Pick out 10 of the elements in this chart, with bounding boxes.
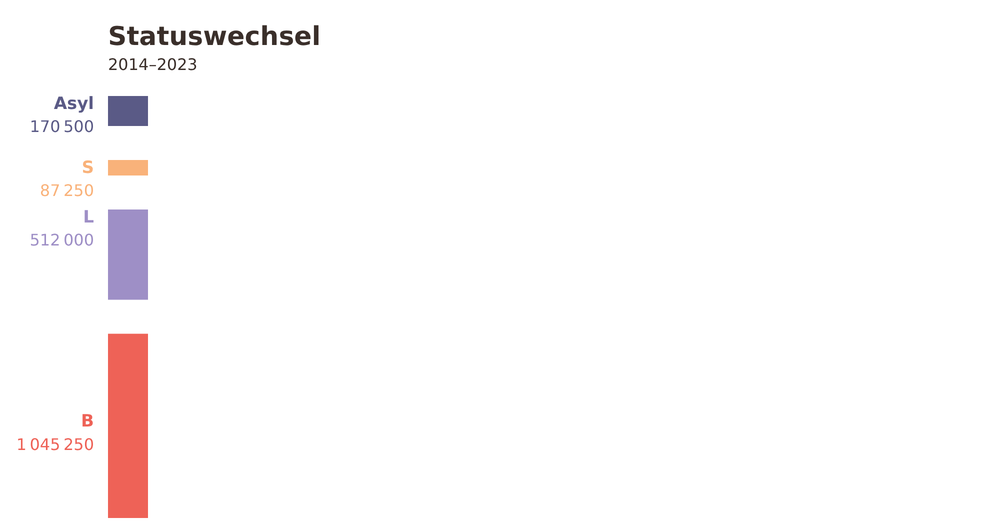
text: Statuswechsel xyxy=(108,22,321,52)
text: 2014–2023 xyxy=(108,55,198,74)
data-label: 87 250 xyxy=(40,181,94,200)
category-label: B xyxy=(81,412,94,432)
data-label: 1 045 250 xyxy=(16,434,94,454)
data-label: 170 500 xyxy=(30,117,94,136)
data-label: 512 000 xyxy=(30,230,94,250)
category-label: Asyl xyxy=(54,94,94,114)
category-label: S xyxy=(82,158,94,178)
category-label: L xyxy=(83,207,94,228)
